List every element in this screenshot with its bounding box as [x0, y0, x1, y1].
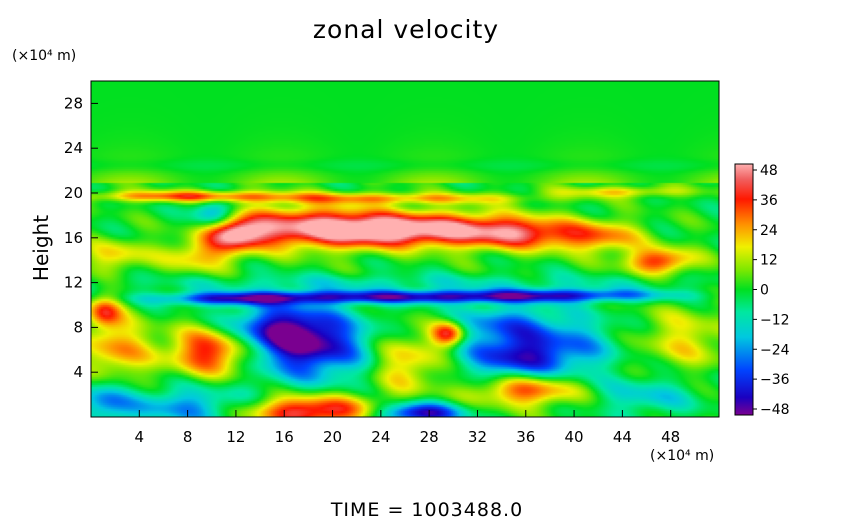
colorbar-label: −36: [760, 372, 790, 388]
y-axis-ticks: 4 8 12 16 20 24 28: [64, 94, 98, 381]
x-tick-label: 16: [275, 428, 294, 446]
x-tick-label: 12: [226, 428, 245, 446]
y-axis-label: Height: [29, 215, 53, 281]
colorbar-label: −24: [760, 342, 790, 358]
x-tick-label: 44: [613, 428, 632, 446]
x-tick-label: 4: [135, 428, 145, 446]
x-tick-label: 48: [661, 428, 680, 446]
heatmap-field: [91, 81, 719, 417]
time-label: TIME = 1003488.0: [330, 499, 523, 519]
x-axis-ticks: 4 8 12 16 20 24 28 32 36 40 44 48: [135, 410, 680, 446]
colorbar-label: 36: [760, 193, 778, 209]
x-tick-label: 40: [565, 428, 584, 446]
y-tick-label: 20: [64, 184, 83, 202]
y-tick-label: 16: [64, 229, 83, 247]
x-tick-label: 20: [323, 428, 342, 446]
x-tick-label: 32: [468, 428, 487, 446]
y-tick-label: 12: [64, 274, 83, 292]
y-axis-unit: (×10⁴ m): [12, 48, 76, 64]
y-tick-label: 8: [73, 318, 83, 336]
y-tick-label: 24: [64, 139, 83, 157]
colorbar-label: −12: [760, 312, 790, 328]
x-axis-unit: (×10⁴ m): [650, 448, 714, 464]
y-tick-label: 4: [73, 363, 83, 381]
x-tick-label: 8: [183, 428, 193, 446]
colorbar-label: 48: [760, 163, 778, 179]
plot-frame: [90, 80, 720, 418]
colorbar-label: 12: [760, 253, 778, 269]
colorbar-label: 0: [760, 283, 769, 299]
y-tick-label: 28: [64, 94, 83, 112]
colorbar-labels: 48 36 24 12 0 −12 −24 −36 −48: [753, 163, 790, 418]
colorbar: [734, 163, 754, 416]
x-tick-label: 36: [516, 428, 535, 446]
colorbar-label: −48: [760, 402, 790, 418]
plot-area: [91, 81, 719, 417]
colorbar-label: 24: [760, 223, 778, 239]
x-tick-label: 24: [371, 428, 390, 446]
x-tick-label: 28: [420, 428, 439, 446]
chart-title: zonal velocity: [313, 15, 499, 44]
